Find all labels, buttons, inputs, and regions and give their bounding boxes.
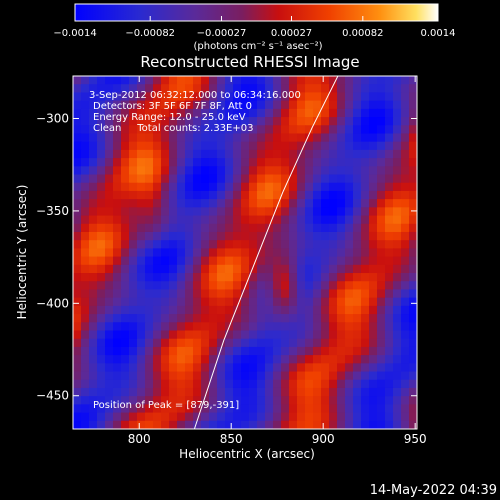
annotation-energy-range: Energy Range: 12.0 - 25.0 keV xyxy=(93,112,246,123)
annotation-time-range: 3-Sep-2012 06:32:12.000 to 06:34:16.000 xyxy=(89,90,301,101)
x-axis-ticks: 800 850 900 950 xyxy=(128,76,427,446)
annotation-clean-counts: Clean Total counts: 2.33E+03 xyxy=(93,123,253,134)
y-tick-label: −350 xyxy=(36,204,69,218)
chart-title: Reconstructed RHESSI Image xyxy=(140,53,359,71)
y-axis-ticks: −300 −350 −400 −450 xyxy=(36,112,417,403)
colorbar xyxy=(74,3,439,22)
y-tick-label: −400 xyxy=(36,296,69,310)
colorbar-tick-label: 0.00027 xyxy=(271,28,312,39)
colorbar-tick-label: −0.0014 xyxy=(53,28,96,39)
x-axis-label: Heliocentric X (arcsec) xyxy=(179,447,315,461)
annotation-detectors: Detectors: 3F 5F 6F 7F 8F, Att 0 xyxy=(93,101,252,112)
x-tick-label: 950 xyxy=(404,432,427,446)
solar-limb-curve xyxy=(193,76,339,429)
y-tick-label: −300 xyxy=(36,112,69,126)
colorbar-tick-label: 0.00082 xyxy=(342,28,383,39)
heatmap-image xyxy=(73,76,417,429)
colorbar-ticks: −0.0014 −0.00082 −0.00027 0.00027 0.00082 0.0… xyxy=(53,16,456,39)
colorbar-units-label: (photons cm⁻² s⁻¹ asec⁻²) xyxy=(193,41,322,52)
plot-frame xyxy=(72,75,418,430)
y-tick-label: −450 xyxy=(36,389,69,403)
x-tick-label: 800 xyxy=(128,432,151,446)
footer-timestamp: 14-May-2022 04:39 xyxy=(370,483,497,498)
colorbar-tick-label: −0.00027 xyxy=(197,28,247,39)
peak-position-label: Position of Peak = [879,-391] xyxy=(93,400,239,411)
y-axis-label: Heliocentric Y (arcsec) xyxy=(15,185,29,320)
x-tick-label: 850 xyxy=(220,432,243,446)
colorbar-tick-label: −0.00082 xyxy=(125,28,175,39)
colorbar-tick-label: 0.0014 xyxy=(421,28,456,39)
x-tick-label: 900 xyxy=(312,432,335,446)
